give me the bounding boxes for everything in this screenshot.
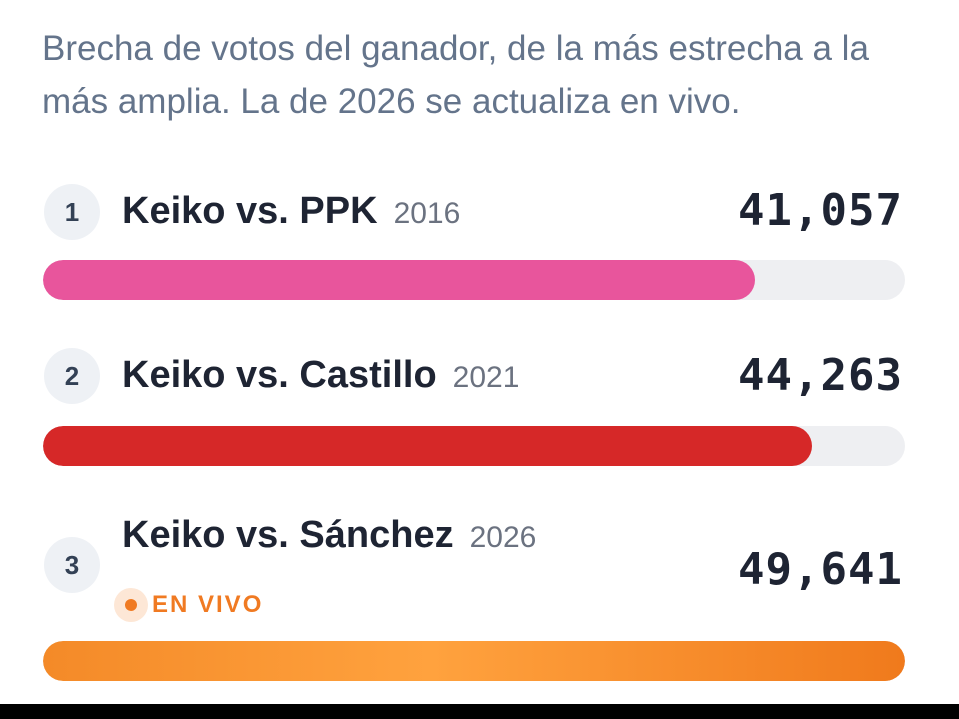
race-label: Keiko vs. Castillo 2021 — [122, 354, 519, 397]
race-year: 2021 — [452, 361, 520, 394]
vote-gap-value: 49,641 — [738, 544, 903, 595]
race-name: Keiko vs. PPK — [122, 190, 378, 232]
bar-track — [43, 426, 905, 466]
vote-gap-bar — [43, 641, 905, 681]
vote-gap-value: 44,263 — [738, 350, 903, 401]
live-dot-icon — [114, 588, 148, 622]
race-label: Keiko vs. Sánchez 2026 — [122, 514, 536, 557]
live-badge: EN VIVO — [114, 588, 263, 622]
rank-badge: 1 — [44, 184, 100, 240]
race-label: Keiko vs. PPK 2016 — [122, 190, 460, 233]
vote-gap-value: 41,057 — [738, 185, 903, 236]
bar-track — [43, 260, 905, 300]
chart-description: Brecha de votos del ganador, de la más e… — [42, 29, 869, 121]
rank-badge: 2 — [44, 348, 100, 404]
live-label: EN VIVO — [152, 591, 264, 618]
vote-gap-bar — [43, 260, 755, 300]
bottom-edge — [0, 704, 959, 719]
race-name: Keiko vs. Sánchez — [122, 514, 454, 556]
race-year: 2016 — [393, 197, 461, 230]
race-name: Keiko vs. Castillo — [122, 354, 437, 396]
vote-gap-bar — [43, 426, 812, 466]
race-year: 2026 — [469, 521, 537, 554]
rank-badge: 3 — [44, 537, 100, 593]
bar-track — [43, 641, 905, 681]
